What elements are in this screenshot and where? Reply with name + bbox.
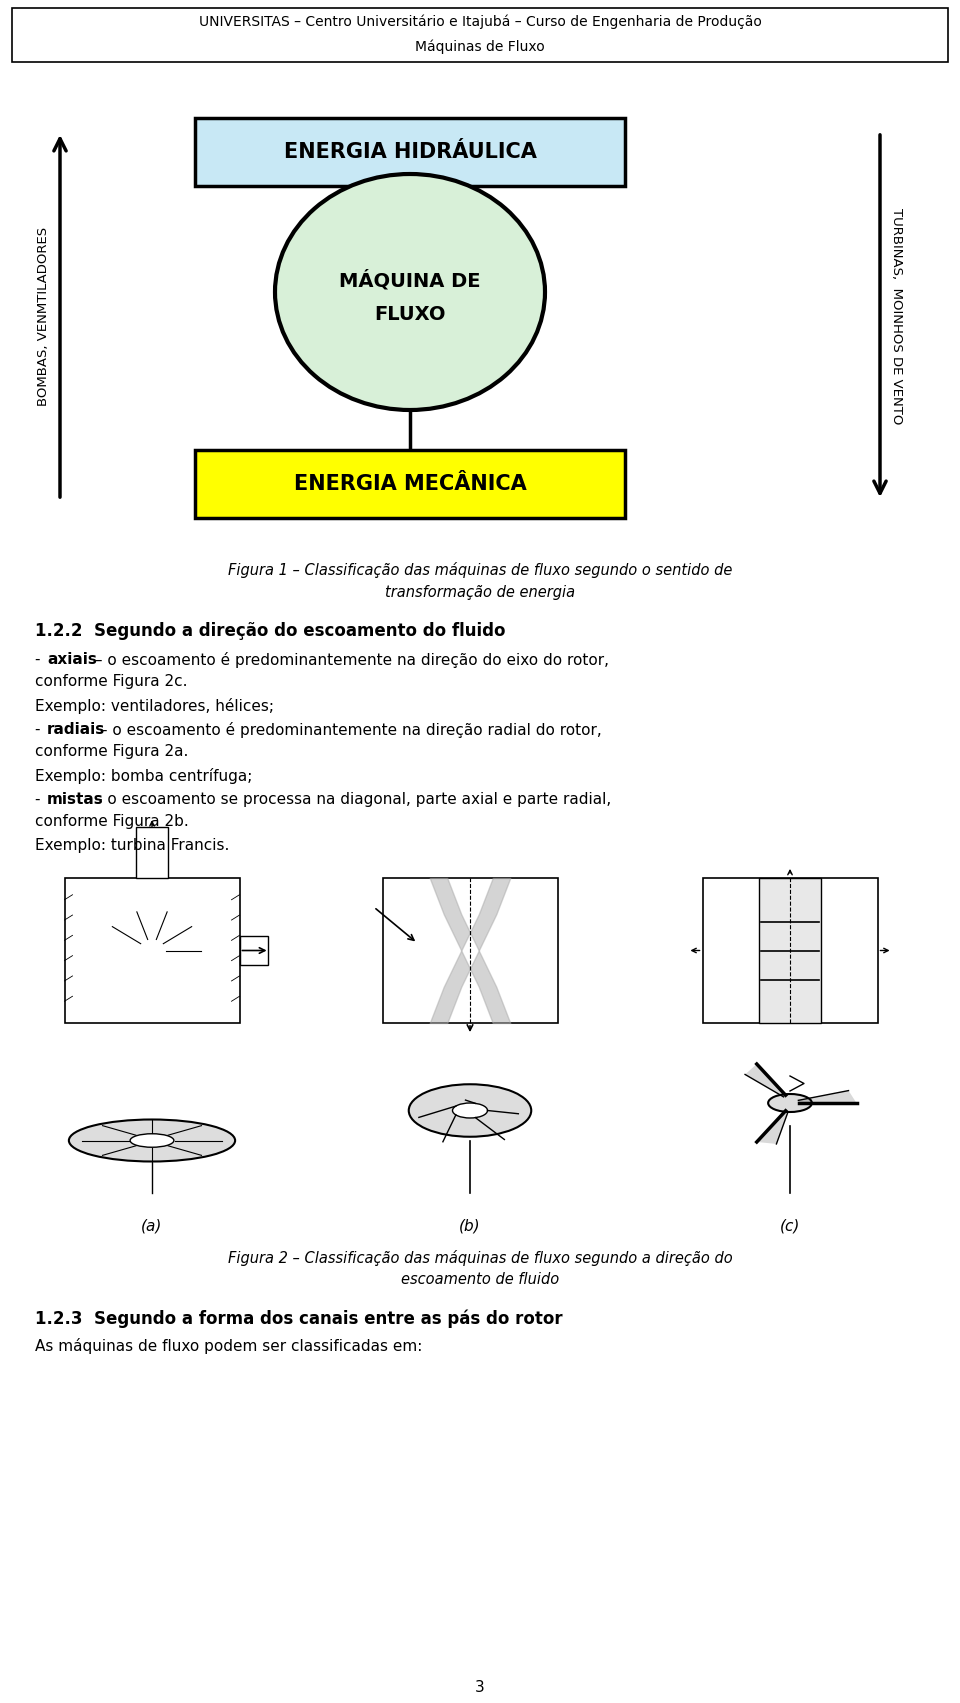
Ellipse shape: [452, 1104, 488, 1117]
Text: transformação de energia: transformação de energia: [385, 584, 575, 599]
Bar: [382, 879, 558, 1024]
Ellipse shape: [69, 1119, 235, 1161]
Text: -: -: [35, 652, 45, 668]
Text: FLUXO: FLUXO: [374, 305, 445, 324]
Text: Figura 2 – Classificação das máquinas de fluxo segundo a direção do: Figura 2 – Classificação das máquinas de…: [228, 1250, 732, 1265]
Bar: [759, 879, 821, 1024]
Text: conforme Figura 2c.: conforme Figura 2c.: [35, 674, 187, 690]
Text: ENERGIA HIDRÁULICA: ENERGIA HIDRÁULICA: [283, 141, 537, 162]
Text: (b): (b): [459, 1219, 481, 1233]
Text: 1.2.2  Segundo a direção do escoamento do fluido: 1.2.2 Segundo a direção do escoamento do…: [35, 622, 506, 640]
Text: escoamento de fluido: escoamento de fluido: [401, 1272, 559, 1287]
Polygon shape: [745, 1064, 785, 1097]
Bar: [136, 828, 168, 879]
Text: ENERGIA MECÂNICA: ENERGIA MECÂNICA: [294, 473, 526, 494]
Text: TURBINAS,  MOINHOS DE VENTO: TURBINAS, MOINHOS DE VENTO: [890, 208, 902, 424]
Polygon shape: [799, 1090, 856, 1104]
Text: mistas: mistas: [47, 792, 104, 807]
Bar: [64, 879, 239, 1024]
Bar: [12, 9, 948, 61]
Text: axiais: axiais: [47, 652, 97, 668]
Ellipse shape: [131, 1134, 174, 1148]
Text: radiais: radiais: [47, 722, 106, 737]
Bar: [703, 879, 877, 1024]
Text: UNIVERSITAS – Centro Universitário e Itajubá – Curso de Engenharia de Produção: UNIVERSITAS – Centro Universitário e Ita…: [199, 15, 761, 29]
Text: Exemplo: turbina Francis.: Exemplo: turbina Francis.: [35, 838, 229, 853]
Text: MÁQUINA DE: MÁQUINA DE: [339, 269, 481, 290]
Text: conforme Figura 2b.: conforme Figura 2b.: [35, 814, 189, 829]
Text: Figura 1 – Classificação das máquinas de fluxo segundo o sentido de: Figura 1 – Classificação das máquinas de…: [228, 562, 732, 577]
Text: As máquinas de fluxo podem ser classificadas em:: As máquinas de fluxo podem ser classific…: [35, 1339, 422, 1354]
Text: 1.2.3  Segundo a forma dos canais entre as pás do rotor: 1.2.3 Segundo a forma dos canais entre a…: [35, 1310, 563, 1328]
Text: -: -: [35, 722, 45, 737]
Text: Exemplo: bomba centrífuga;: Exemplo: bomba centrífuga;: [35, 768, 252, 783]
Ellipse shape: [768, 1093, 812, 1112]
Bar: [195, 450, 625, 518]
Text: (c): (c): [780, 1219, 801, 1233]
Text: Máquinas de Fluxo: Máquinas de Fluxo: [415, 39, 545, 54]
Text: 3: 3: [475, 1681, 485, 1696]
Text: Exemplo: ventiladores, hélices;: Exemplo: ventiladores, hélices;: [35, 698, 274, 714]
Text: – o escoamento é predominantemente na direção radial do rotor,: – o escoamento é predominantemente na di…: [95, 722, 602, 737]
Bar: [239, 937, 268, 966]
Text: – o escoamento é predominantemente na direção do eixo do rotor,: – o escoamento é predominantemente na di…: [90, 652, 609, 668]
Bar: [195, 118, 625, 186]
Text: (a): (a): [141, 1219, 162, 1233]
Text: conforme Figura 2a.: conforme Figura 2a.: [35, 744, 188, 760]
Ellipse shape: [275, 174, 545, 410]
Ellipse shape: [409, 1085, 531, 1136]
Text: – o escoamento se processa na diagonal, parte axial e parte radial,: – o escoamento se processa na diagonal, …: [90, 792, 612, 807]
Text: BOMBAS, VENMTILADORES: BOMBAS, VENMTILADORES: [37, 226, 51, 405]
Polygon shape: [756, 1110, 788, 1144]
Text: -: -: [35, 792, 45, 807]
